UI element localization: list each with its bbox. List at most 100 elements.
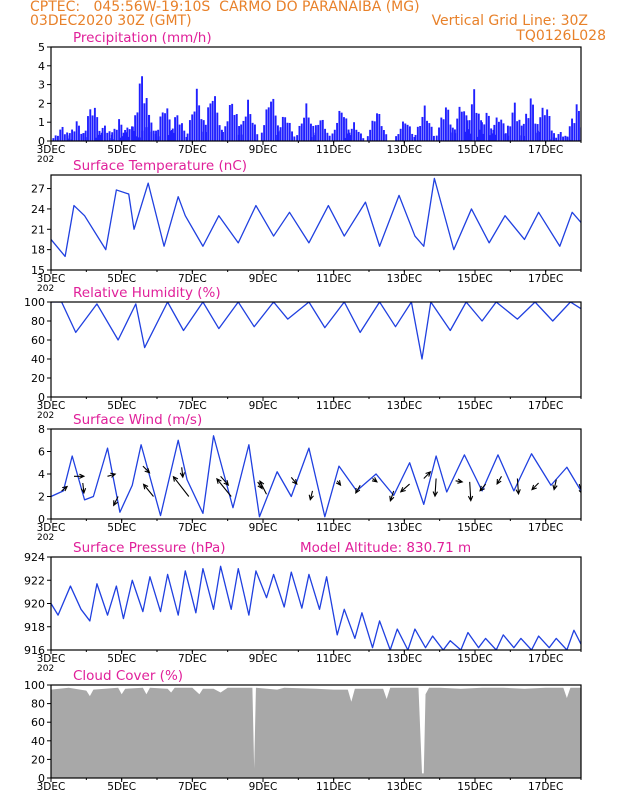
precip-bar xyxy=(272,98,275,141)
precip-bar xyxy=(296,135,299,141)
precip-bar xyxy=(534,123,537,141)
cloud-plot-area xyxy=(51,687,581,778)
precip-bar xyxy=(343,137,346,141)
rh-x-tick-label: 3DEC xyxy=(37,400,66,412)
precip-bar xyxy=(485,112,488,141)
rh-x-tick-label: 9DEC xyxy=(249,400,278,412)
precip-bar xyxy=(520,135,523,141)
wind-vector-arrow xyxy=(142,483,154,497)
rh-x-tick-label: 13DEC xyxy=(387,400,422,412)
precip-bar xyxy=(183,130,186,141)
wind-x-tick-label: 15DEC xyxy=(457,522,492,534)
precip-bar xyxy=(321,119,324,141)
precip-bar xyxy=(233,114,236,141)
precip-bar xyxy=(91,115,94,141)
precip-bar xyxy=(541,107,544,141)
precip-bar xyxy=(204,124,207,141)
precip-x-tick-label: 5DEC xyxy=(107,144,136,156)
precip-bar xyxy=(360,133,362,141)
pres-y-tick-label: 916 xyxy=(24,644,45,657)
rh-y-tick-label: 0 xyxy=(38,391,45,404)
precip-bar xyxy=(345,118,348,141)
precip-bar xyxy=(513,102,516,141)
precip-y-tick-label: 2 xyxy=(38,97,45,110)
precip-x-tick-label: 3DEC xyxy=(37,144,66,156)
precip-bar xyxy=(426,120,428,141)
precip-bar xyxy=(228,105,231,141)
precip-bar xyxy=(298,125,301,141)
wind-vector-arrow xyxy=(107,472,117,478)
precip-bar xyxy=(106,132,109,141)
precip-bar xyxy=(333,129,336,141)
precip-bar xyxy=(500,119,503,141)
wind-vector-arrow xyxy=(335,480,342,487)
precip-bar xyxy=(488,135,491,141)
precip-bar xyxy=(202,120,205,141)
precip-bar xyxy=(478,129,481,141)
precip-bar xyxy=(511,112,514,141)
precip-bar xyxy=(310,123,312,141)
wind-vector-arrow xyxy=(399,483,410,493)
precip-bar xyxy=(124,129,127,141)
precip-bar xyxy=(157,129,160,141)
precip-bar xyxy=(104,125,106,141)
wind-vector-arrow xyxy=(179,467,186,479)
precip-bar xyxy=(408,126,411,141)
temp-y-tick-label: 15 xyxy=(31,264,45,277)
precip-bar xyxy=(483,124,486,141)
precip-bar xyxy=(458,106,461,141)
precip-bar xyxy=(54,135,57,141)
precip-bar xyxy=(57,135,59,141)
precip-bar xyxy=(338,110,341,141)
precip-bar xyxy=(497,121,500,141)
wind-x-tick-label: 7DEC xyxy=(178,522,207,534)
wind-y-tick-label: 0 xyxy=(38,513,45,526)
precip-bar xyxy=(382,130,385,141)
precip-bar xyxy=(78,125,80,141)
precip-bar xyxy=(509,126,512,141)
precip-bar xyxy=(131,126,134,141)
precip-bar xyxy=(447,109,450,141)
precip-bar xyxy=(430,126,433,141)
pres-x-tick-label: 3DEC xyxy=(37,653,66,665)
wind-vector-arrow xyxy=(432,478,438,498)
pres-y-tick-label: 924 xyxy=(24,551,45,564)
cloud-x-tick-label: 3DEC xyxy=(37,781,66,793)
pres-x-tick-label: 9DEC xyxy=(249,653,278,665)
precip-x-tick-label: 15DEC xyxy=(457,144,492,156)
header-run-time: 03DEC2020 30Z (GMT) xyxy=(30,13,192,29)
cloud-y-tick-label: 20 xyxy=(31,753,45,766)
precip-bar xyxy=(186,133,189,141)
precip-bar xyxy=(267,107,270,141)
wind-title: Surface Wind (m/s) xyxy=(73,412,202,428)
precip-bar xyxy=(101,127,104,141)
precip-bar xyxy=(128,129,131,141)
precip-bar xyxy=(442,119,445,141)
precip-bar xyxy=(564,135,567,141)
temp-y-tick-label: 21 xyxy=(31,223,45,236)
precip-bar xyxy=(343,117,345,141)
precip-bar xyxy=(249,114,252,141)
cloud-y-tick-label: 60 xyxy=(31,716,45,729)
header-run-id: TQ0126L028 xyxy=(516,28,606,44)
precip-bar xyxy=(470,104,473,141)
wind-y-tick-label: 4 xyxy=(38,468,45,481)
rh-y-tick-label: 20 xyxy=(31,372,45,385)
precip-bar xyxy=(550,130,553,141)
cloud-x-tick-label: 5DEC xyxy=(107,781,136,793)
precip-bar xyxy=(274,115,277,141)
precip-bar xyxy=(550,139,553,141)
precip-bar xyxy=(207,107,210,141)
cloud-title: Cloud Cover (%) xyxy=(73,668,183,684)
precip-bar xyxy=(373,121,376,141)
precip-bar xyxy=(159,116,162,141)
rh-year-fragment: 202 xyxy=(37,411,54,421)
precip-bar xyxy=(571,118,573,141)
precip-bar xyxy=(52,138,55,141)
precip-bar xyxy=(224,126,227,141)
pres-y-tick-label: 920 xyxy=(24,598,45,611)
precip-bar xyxy=(138,83,141,141)
wind-series-line xyxy=(51,435,581,518)
precip-bar xyxy=(491,133,493,141)
wind-vector-arrow xyxy=(423,471,432,479)
